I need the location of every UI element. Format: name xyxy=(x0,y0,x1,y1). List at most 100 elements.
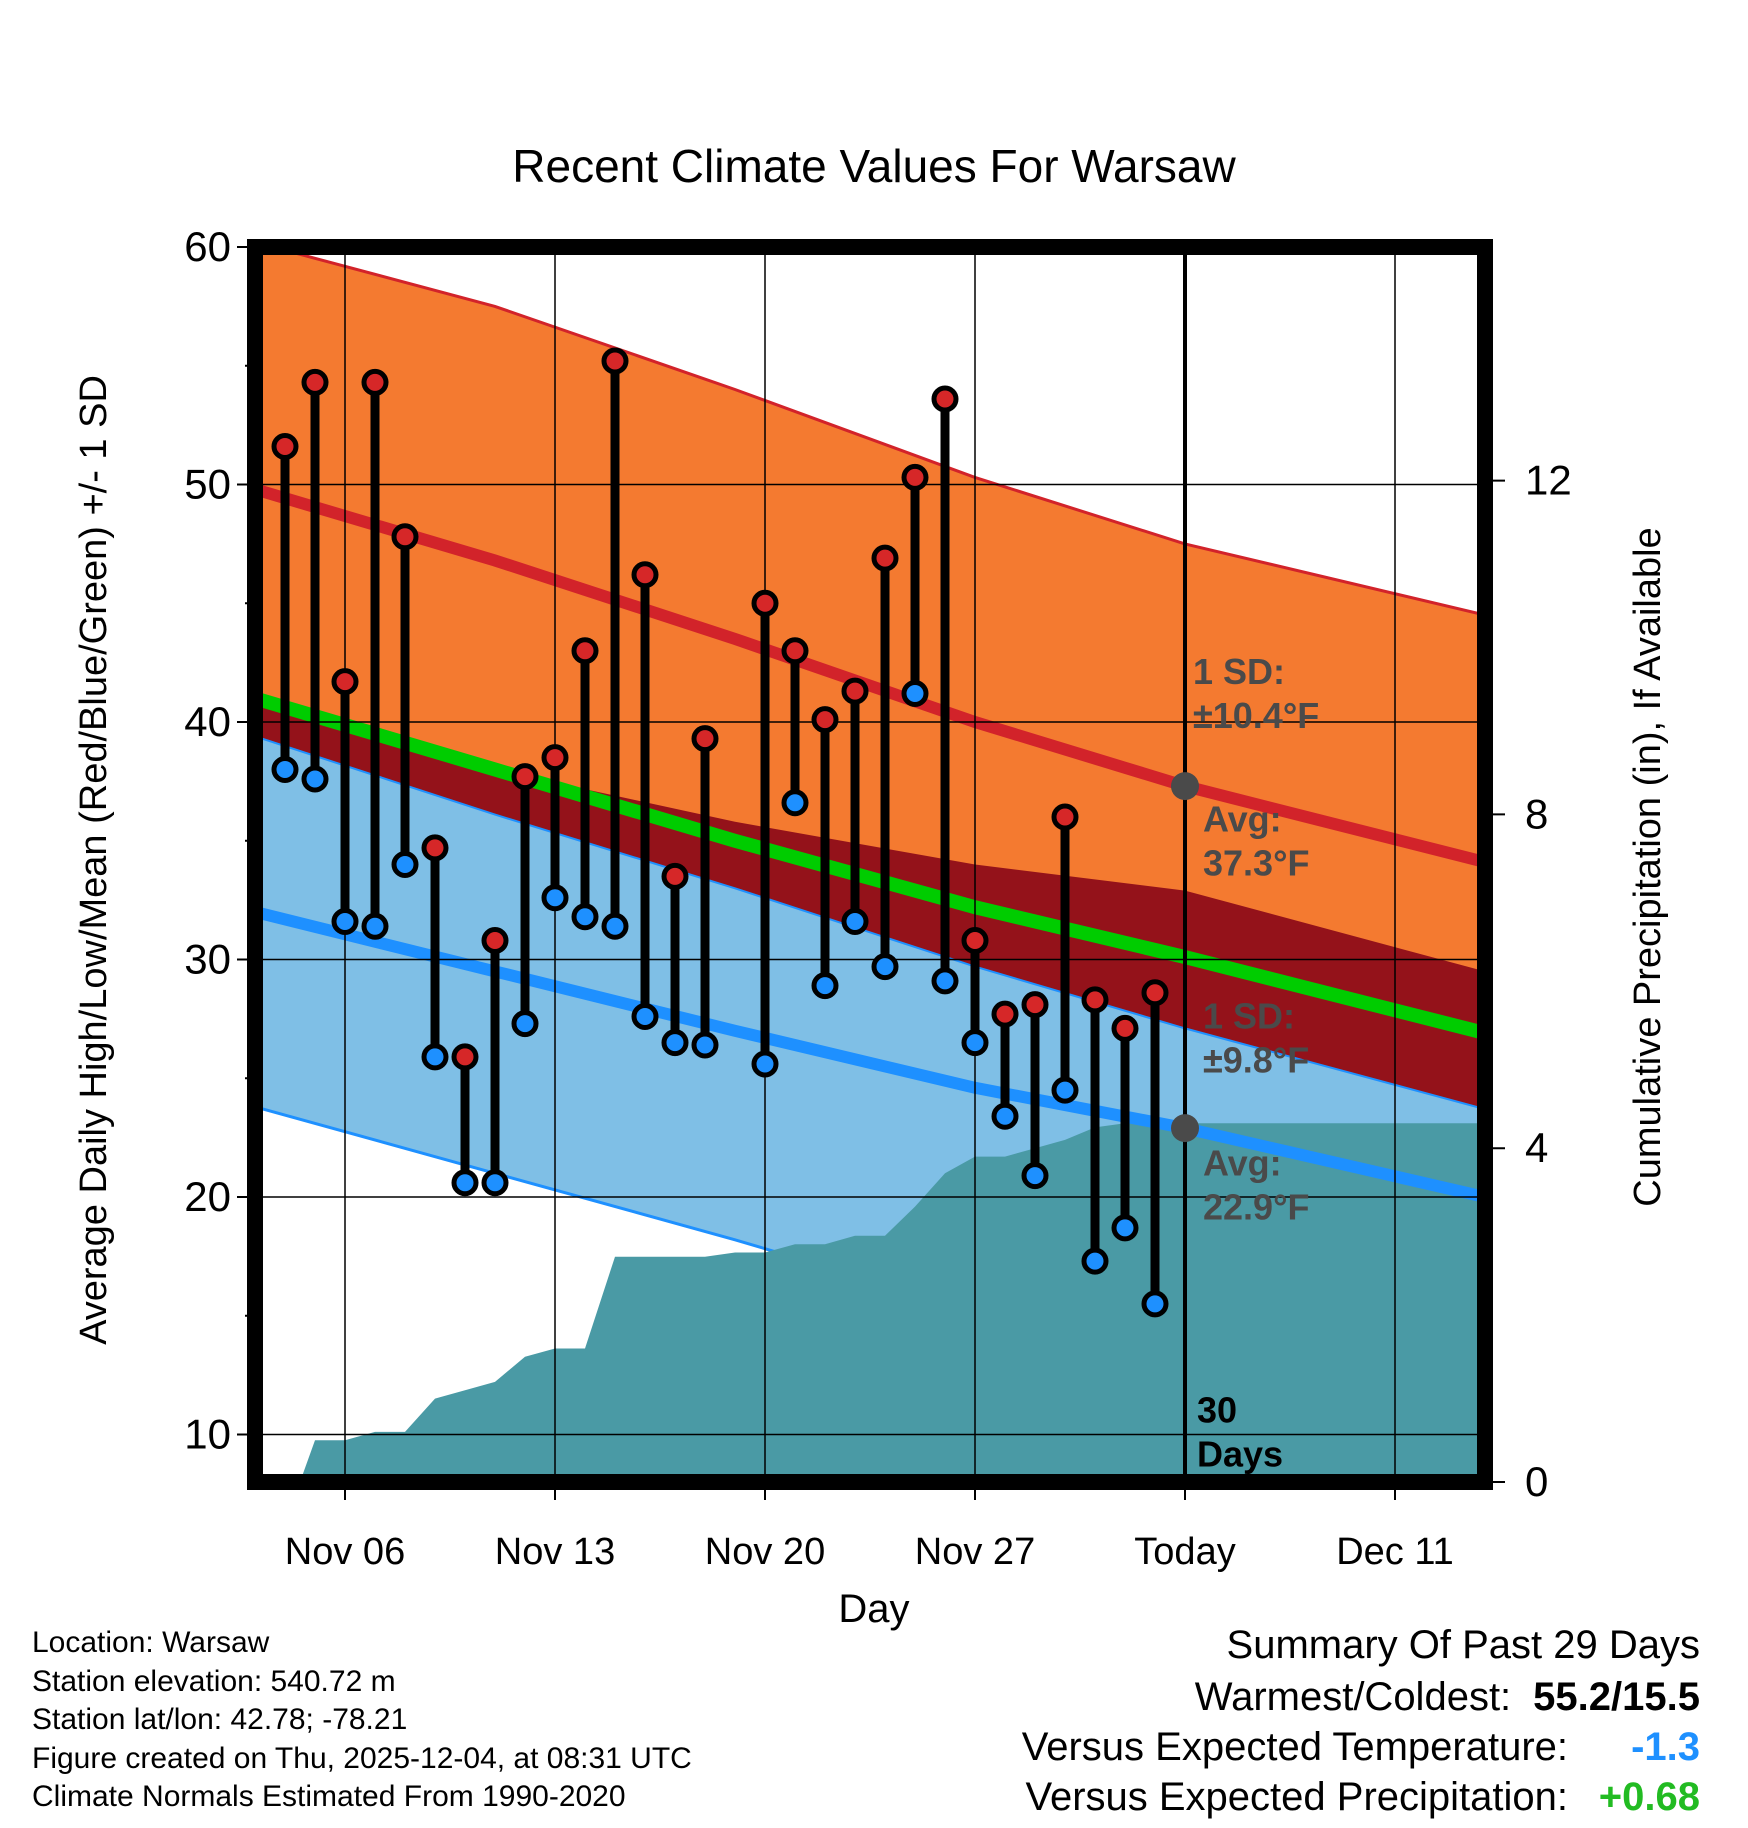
daily-low-point xyxy=(931,967,959,995)
y-tick-label: 10 xyxy=(184,1411,231,1458)
y-tick-label: 50 xyxy=(184,461,231,508)
x-axis-label: Day xyxy=(838,1587,909,1631)
summary-precip: Versus Expected Precipitation: +0.68 xyxy=(1022,1772,1700,1822)
y2-axis-label: Cumulative Precipitation (in), If Availa… xyxy=(1627,527,1669,1206)
daily-low-point xyxy=(811,972,839,1000)
daily-high-point xyxy=(1081,986,1109,1014)
daily-high-point xyxy=(391,523,419,551)
climate-normals-note: Climate Normals Estimated From 1990-2020 xyxy=(32,1780,626,1813)
y-tick-label: 20 xyxy=(184,1173,231,1220)
y2-tick-label: 0 xyxy=(1525,1458,1548,1505)
temp-anomaly-label: Versus Expected Temperature: xyxy=(1021,1725,1568,1769)
summary-heading: Summary Of Past 29 Days xyxy=(1226,1623,1700,1667)
daily-low-point xyxy=(661,1029,689,1057)
annotation-high-sd: ±10.4°F xyxy=(1193,695,1319,736)
daily-low-point xyxy=(1021,1162,1049,1190)
daily-high-point xyxy=(481,927,509,954)
precip-anomaly-label: Versus Expected Precipitation: xyxy=(1025,1775,1568,1819)
x-tick-label: Dec 11 xyxy=(1336,1531,1454,1573)
warm-cold-label: Warmest/Coldest: xyxy=(1194,1675,1512,1719)
summary-warm-cold: Warmest/Coldest: 55.2/15.5 xyxy=(1022,1672,1700,1722)
daily-low-point xyxy=(631,1003,659,1030)
x-tick-label: Nov 13 xyxy=(495,1531,615,1573)
daily-low-point xyxy=(511,1010,539,1038)
daily-high-point xyxy=(1141,979,1169,1007)
daily-high-point xyxy=(961,927,989,954)
daily-high-point xyxy=(421,834,449,862)
daily-low-point xyxy=(901,680,929,707)
plot-frame xyxy=(247,239,1493,1490)
precip-anomaly-value: +0.68 xyxy=(1598,1775,1700,1819)
station-latlon: Station lat/lon: 42.78; -78.21 xyxy=(32,1703,408,1736)
daily-low-point xyxy=(991,1102,1019,1130)
station-info: Location: Warsaw Station elevation: 540.… xyxy=(32,1624,692,1817)
high-avg-marker xyxy=(1171,772,1199,801)
annotation-today: 30 xyxy=(1197,1390,1237,1431)
y-tick-label: 30 xyxy=(184,936,231,983)
annotation-low-sd: ±9.8°F xyxy=(1203,1039,1309,1080)
daily-low-point xyxy=(361,912,389,940)
daily-high-point xyxy=(541,744,569,772)
daily-low-point xyxy=(421,1043,449,1071)
daily-high-point xyxy=(781,637,809,665)
high-upper-line xyxy=(266,247,1485,617)
annotation-today: Days xyxy=(1197,1434,1283,1475)
daily-low-point xyxy=(391,851,419,878)
daily-low-point xyxy=(601,912,629,940)
summary-panel: Summary Of Past 29 Days Warmest/Coldest:… xyxy=(1022,1620,1700,1822)
annotation-low-avg: Avg: xyxy=(1203,1143,1282,1184)
daily-low-point xyxy=(1141,1290,1169,1318)
daily-low-point xyxy=(331,908,359,935)
daily-high-point xyxy=(271,433,299,460)
daily-low-point xyxy=(841,908,869,935)
figure-created: Figure created on Thu, 2025-12-04, at 08… xyxy=(32,1741,692,1775)
daily-low-point xyxy=(781,789,809,817)
daily-high-point xyxy=(751,589,779,617)
daily-high-point xyxy=(841,677,869,705)
daily-high-point xyxy=(451,1043,479,1071)
daily-low-point xyxy=(1051,1076,1079,1104)
temp-anomaly-value: -1.3 xyxy=(1631,1725,1700,1769)
annotation-high-avg: Avg: xyxy=(1203,798,1282,839)
daily-high-point xyxy=(901,463,929,491)
daily-high-point xyxy=(361,368,389,396)
low-avg-marker xyxy=(1171,1114,1199,1143)
precip-area xyxy=(255,1123,1485,1482)
daily-low-point xyxy=(691,1031,719,1059)
warm-cold-value: 55.2/15.5 xyxy=(1533,1675,1700,1719)
daily-high-point xyxy=(1051,803,1079,831)
daily-low-point xyxy=(1111,1214,1139,1242)
station-elevation: Station elevation: 540.72 m xyxy=(32,1664,396,1698)
daily-high-point xyxy=(601,347,629,375)
annotation-low-avg: 22.9°F xyxy=(1203,1187,1309,1228)
daily-low-point xyxy=(301,765,329,793)
plot-area xyxy=(255,247,1485,1482)
daily-high-point xyxy=(931,385,959,413)
high-sd-band xyxy=(255,247,1485,1034)
daily-low-point xyxy=(751,1050,779,1078)
low-avg-line xyxy=(255,906,1485,1203)
y-axis-label: Average Daily High/Low/Mean (Red/Blue/Gr… xyxy=(73,375,115,1345)
daily-low-point xyxy=(451,1169,479,1197)
daily-high-point xyxy=(1021,991,1049,1019)
daily-low-point xyxy=(271,756,299,783)
daily-high-point xyxy=(871,544,899,572)
daily-high-point xyxy=(631,561,659,589)
daily-high-point xyxy=(511,763,539,791)
daily-high-point xyxy=(811,706,839,734)
daily-low-point xyxy=(961,1029,989,1057)
annotation-low-sd: 1 SD: xyxy=(1203,995,1295,1036)
daily-low-point xyxy=(1081,1247,1109,1275)
x-tick-label: Nov 27 xyxy=(915,1531,1035,1573)
daily-high-point xyxy=(331,668,359,696)
daily-high-point xyxy=(691,725,719,753)
summary-temp: Versus Expected Temperature: -1.3 xyxy=(1022,1722,1700,1772)
overlap-band-upper xyxy=(255,698,1485,1110)
x-tick-label: Nov 06 xyxy=(285,1531,405,1573)
daily-high-point xyxy=(991,1000,1019,1028)
daily-high-point xyxy=(301,368,329,396)
daily-low-point xyxy=(481,1169,509,1197)
daily-low-point xyxy=(571,903,599,931)
station-location: Location: Warsaw xyxy=(32,1626,270,1659)
